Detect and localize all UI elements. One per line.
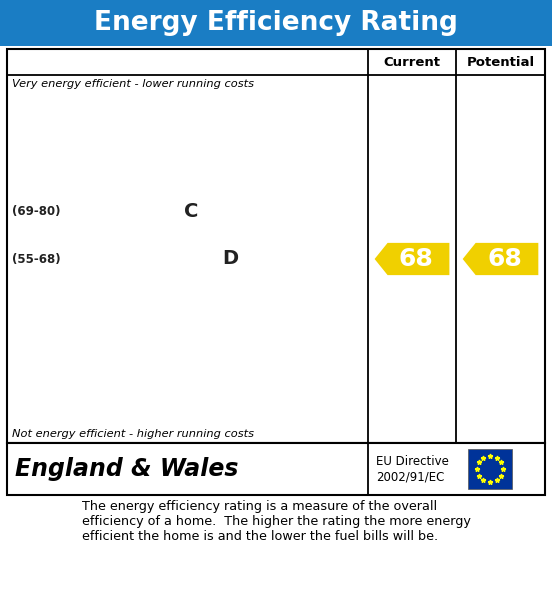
Polygon shape — [7, 194, 199, 230]
Text: F: F — [280, 345, 294, 364]
Text: Potential: Potential — [466, 56, 534, 69]
Text: The energy efficiency rating is a measure of the overall
efficiency of a home.  : The energy efficiency rating is a measur… — [82, 500, 470, 543]
Text: Energy Efficiency Rating: Energy Efficiency Rating — [94, 10, 458, 36]
Text: E: E — [252, 297, 266, 316]
Polygon shape — [7, 336, 295, 372]
Text: (81-91): (81-91) — [12, 158, 60, 170]
Text: (92-100): (92-100) — [12, 110, 68, 123]
Text: 68: 68 — [487, 247, 522, 271]
Text: (1-20): (1-20) — [12, 395, 52, 408]
Polygon shape — [7, 146, 160, 182]
Polygon shape — [7, 99, 124, 135]
Text: Current: Current — [384, 56, 440, 69]
Polygon shape — [7, 383, 326, 419]
Text: Very energy efficient - lower running costs: Very energy efficient - lower running co… — [12, 79, 254, 89]
Polygon shape — [375, 243, 449, 275]
Text: C: C — [184, 202, 198, 221]
Text: (39-54): (39-54) — [12, 300, 61, 313]
Text: 68: 68 — [399, 247, 433, 271]
Text: (21-38): (21-38) — [12, 348, 60, 360]
Text: A: A — [109, 107, 124, 126]
Text: (55-68): (55-68) — [12, 253, 61, 265]
Text: D: D — [222, 249, 238, 268]
Polygon shape — [463, 243, 538, 275]
Text: England & Wales: England & Wales — [15, 457, 238, 481]
Text: Not energy efficient - higher running costs: Not energy efficient - higher running co… — [12, 429, 254, 439]
Bar — [468, 449, 512, 489]
Polygon shape — [7, 288, 266, 324]
Text: G: G — [311, 392, 327, 411]
Text: B: B — [145, 154, 160, 173]
Text: (69-80): (69-80) — [12, 205, 61, 218]
Bar — [7, 443, 545, 495]
Text: EU Directive
2002/91/EC: EU Directive 2002/91/EC — [376, 455, 449, 483]
Bar — [0, 0, 552, 46]
Bar — [7, 49, 545, 443]
Polygon shape — [7, 241, 238, 277]
